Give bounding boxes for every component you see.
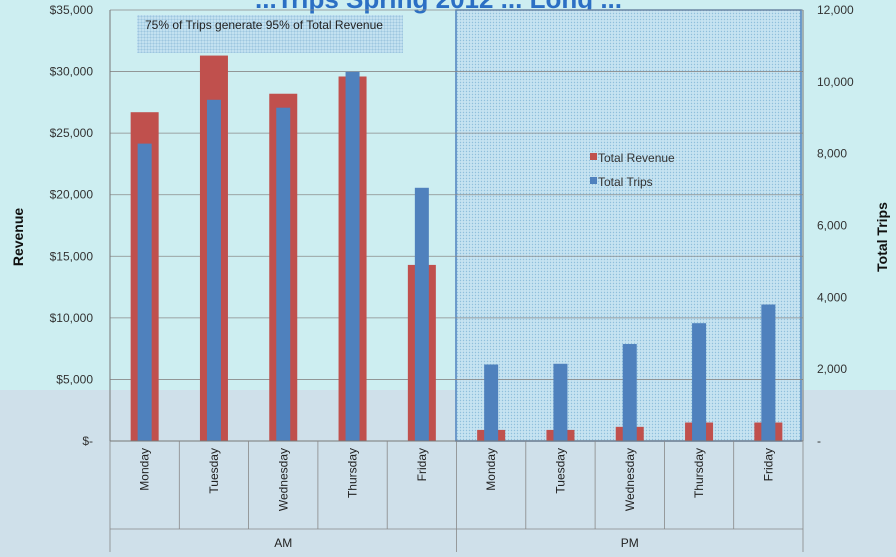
x-group-label: PM [621,536,639,550]
legend: Total Revenue Total Trips [590,151,675,189]
x-category-label: Friday [415,448,429,481]
x-category-label: Thursday [692,448,706,498]
x-category-label: Wednesday [276,448,290,511]
y-right-tick-label: - [817,434,821,448]
bar-total-trips [622,344,637,441]
bar-total-trips [414,187,429,441]
y-right-tick-label: 6,000 [817,219,847,233]
y-right-tick-label: 10,000 [817,75,854,89]
y-left-tick-label: $35,000 [50,3,94,17]
bar-total-trips [553,363,568,441]
bar-total-trips [345,71,360,441]
bar-total-trips [692,323,707,441]
y-axis-right-title: Total Trips [874,202,890,272]
bar-total-trips [484,364,499,441]
x-category-label: Thursday [346,448,360,498]
legend-swatch-revenue [590,153,597,160]
legend-label-revenue: Total Revenue [598,151,675,165]
y-left-tick-label: $25,000 [50,126,94,140]
x-category-label: Tuesday [207,448,221,494]
y-left-tick-label: $10,000 [50,311,94,325]
bar-total-trips [137,143,152,442]
y-left-tick-label: $15,000 [50,249,94,263]
y-axis-left-title: Revenue [10,208,26,267]
y-left-tick-label: $30,000 [50,65,94,79]
bar-total-trips [206,99,221,442]
legend-swatch-trips [590,177,597,184]
y-right-tick-label: 2,000 [817,362,847,376]
x-category-label: Tuesday [553,448,567,494]
legend-label-trips: Total Trips [598,175,653,189]
x-category-label: Monday [484,448,498,491]
y-left-tick-label: $20,000 [50,188,94,202]
x-group-label: AM [274,536,292,550]
y-left-tick-label: $5,000 [56,372,93,386]
x-category-label: Monday [138,448,152,491]
x-category-label: Wednesday [623,448,637,511]
y-left-tick-label: $- [82,434,93,448]
y-right-tick-label: 4,000 [817,290,847,304]
y-right-tick-label: 12,000 [817,3,854,17]
annotation-text: 75% of Trips generate 95% of Total Reven… [145,18,383,32]
y-right-tick-label: 8,000 [817,147,847,161]
x-category-label: Friday [761,448,775,481]
annotation-box: 75% of Trips generate 95% of Total Reven… [137,15,403,53]
bar-total-trips [276,107,291,442]
bar-total-trips [761,304,776,441]
